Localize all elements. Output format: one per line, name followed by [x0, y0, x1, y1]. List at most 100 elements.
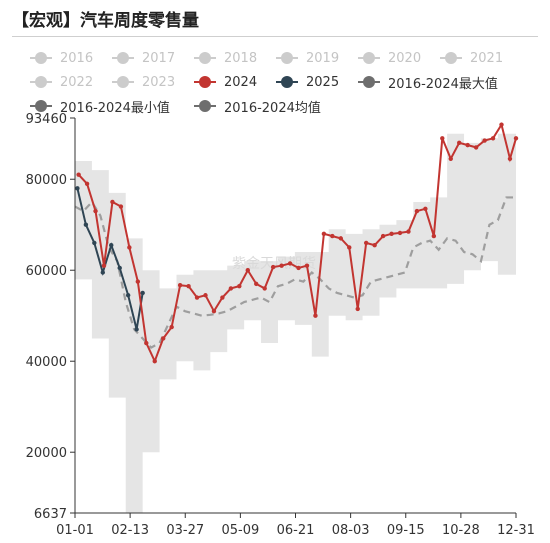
- legend-marker-icon: [276, 75, 298, 89]
- series-2024-point: [287, 261, 293, 266]
- x-tick-label: 01-01: [56, 523, 94, 538]
- legend-item-2019[interactable]: 2019: [276, 48, 339, 68]
- series-2024-point: [237, 283, 242, 289]
- y-tick-label: 60000: [26, 264, 67, 279]
- legend-item-2020[interactable]: 2020: [358, 48, 421, 68]
- series-2024-point: [110, 199, 115, 205]
- legend-item-2021[interactable]: 2021: [440, 48, 503, 68]
- legend-label: 2017: [142, 50, 176, 66]
- series-2024-point: [144, 340, 149, 346]
- series-2024-point: [313, 313, 318, 318]
- series-2024-point: [76, 172, 81, 177]
- series-2024-point: [355, 306, 360, 312]
- series-2024-point: [473, 145, 479, 150]
- page-title: 【宏观】汽车周度零售量: [12, 11, 199, 31]
- legend-label: 2021: [470, 50, 504, 66]
- legend-marker-icon: [30, 75, 52, 89]
- x-tick-label: 10-28: [442, 523, 480, 538]
- series-2024-point: [423, 206, 428, 212]
- series-2024-point: [448, 156, 453, 161]
- legend-item-2016-2024均值[interactable]: 2016-2024均值: [194, 96, 321, 116]
- legend-item-2016-2024最小值[interactable]: 2016-2024最小值: [30, 96, 170, 116]
- series-2024-point: [245, 268, 250, 273]
- title-divider: [12, 36, 538, 37]
- legend-item-2017[interactable]: 2017: [112, 48, 175, 68]
- series-2025-point: [134, 327, 139, 332]
- legend-marker-icon: [30, 99, 52, 113]
- series-2024-point: [513, 136, 519, 141]
- legend-marker-icon: [358, 75, 380, 89]
- series-2025-point: [125, 293, 131, 298]
- legend-label: 2018: [224, 50, 258, 66]
- series-2024-point: [414, 208, 420, 214]
- legend-item-2024[interactable]: 2024: [194, 72, 257, 92]
- series-2024-point: [186, 283, 191, 289]
- range-band-max-min: [75, 118, 516, 513]
- legend-label: 2016-2024最大值: [388, 76, 498, 92]
- series-2024-point: [499, 122, 504, 127]
- legend-item-2016-2024最大值[interactable]: 2016-2024最大值: [358, 72, 498, 92]
- legend-marker-icon: [112, 51, 134, 65]
- x-tick-label: 02-13: [111, 523, 149, 538]
- series-2025-point: [109, 243, 114, 248]
- series-2025-point: [92, 240, 97, 246]
- series-2024-point: [397, 230, 403, 236]
- series-2024-point: [127, 245, 132, 250]
- legend-item-2016[interactable]: 2016: [30, 48, 93, 68]
- series-2024-point: [330, 233, 335, 239]
- y-tick-label: 20000: [26, 446, 67, 461]
- series-2024-point: [296, 265, 301, 271]
- series-2024-point: [203, 293, 208, 298]
- y-tick-label: 93460: [26, 112, 67, 127]
- legend-label: 2025: [306, 74, 340, 90]
- series-2024-point: [228, 286, 234, 291]
- series-2024-point: [270, 264, 276, 270]
- legend-marker-icon: [276, 51, 298, 65]
- series-2024-point: [194, 295, 200, 300]
- legend-item-2022[interactable]: 2022: [30, 72, 93, 92]
- legend-label: 2022: [60, 74, 94, 90]
- series-2024-point: [177, 283, 183, 288]
- x-tick-label: 03-27: [166, 523, 204, 538]
- legend-item-2023[interactable]: 2023: [112, 72, 175, 92]
- series-2024-point: [457, 140, 462, 146]
- series-2024-point: [465, 142, 470, 148]
- legend-marker-icon: [194, 99, 216, 113]
- series-2024-point: [363, 240, 369, 246]
- series-2024-point: [440, 136, 445, 141]
- legend-label: 2019: [306, 50, 340, 66]
- series-2024-point: [389, 231, 394, 237]
- legend-marker-icon: [440, 51, 462, 65]
- series-2024-point: [338, 236, 344, 241]
- series-2024-point: [406, 229, 411, 234]
- series-2024-point: [321, 231, 327, 237]
- series-2024-point: [507, 156, 513, 161]
- series-2024-point: [254, 281, 259, 287]
- x-tick-label: 05-09: [221, 523, 259, 538]
- legend-marker-icon: [194, 51, 216, 65]
- legend-item-2018[interactable]: 2018: [194, 48, 257, 68]
- legend-item-2025[interactable]: 2025: [276, 72, 339, 92]
- series-2024-point: [262, 286, 267, 291]
- x-tick-label: 12-31: [497, 523, 535, 538]
- series-2024-point: [372, 243, 377, 248]
- series-2025-point: [117, 265, 122, 271]
- legend-marker-icon: [30, 51, 52, 65]
- series-2025-point: [100, 270, 105, 275]
- legend-label: 2016-2024最小值: [60, 100, 170, 116]
- y-tick-label: 80000: [26, 173, 67, 188]
- legend-marker-icon: [112, 75, 134, 89]
- legend-label: 2016-2024均值: [224, 100, 321, 116]
- legend-marker-icon: [194, 75, 216, 89]
- legend-marker-icon: [358, 51, 380, 65]
- series-2024-point: [152, 359, 157, 364]
- x-tick-label: 09-15: [387, 523, 425, 538]
- x-tick-label: 06-21: [277, 523, 315, 538]
- series-2024-point: [220, 295, 225, 300]
- series-2024-point: [279, 263, 284, 268]
- series-2024-point: [347, 245, 352, 250]
- series-2025-point: [83, 222, 89, 227]
- series-2024-point: [118, 204, 124, 209]
- y-tick-label: 40000: [26, 355, 67, 370]
